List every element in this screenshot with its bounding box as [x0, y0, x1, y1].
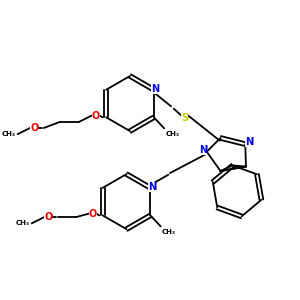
- Text: O: O: [44, 212, 52, 222]
- Text: N: N: [152, 84, 160, 94]
- Text: O: O: [30, 123, 38, 133]
- Text: O: O: [89, 209, 97, 219]
- Text: S: S: [181, 113, 188, 123]
- Text: O: O: [30, 123, 38, 133]
- Text: N: N: [199, 145, 207, 155]
- Text: CH₃: CH₃: [166, 131, 179, 137]
- Text: S: S: [181, 113, 188, 123]
- Text: N: N: [199, 145, 207, 155]
- Text: N: N: [244, 137, 253, 147]
- Text: O: O: [92, 111, 100, 121]
- Text: N: N: [148, 182, 156, 192]
- Text: N: N: [244, 137, 253, 147]
- Text: CH₃: CH₃: [162, 229, 176, 235]
- Text: O: O: [92, 111, 100, 121]
- Text: O: O: [89, 209, 97, 219]
- Text: N: N: [152, 84, 160, 94]
- Text: N: N: [148, 182, 156, 192]
- Text: CH₃: CH₃: [2, 131, 16, 137]
- Text: O: O: [44, 212, 52, 222]
- Text: CH₃: CH₃: [16, 220, 30, 226]
